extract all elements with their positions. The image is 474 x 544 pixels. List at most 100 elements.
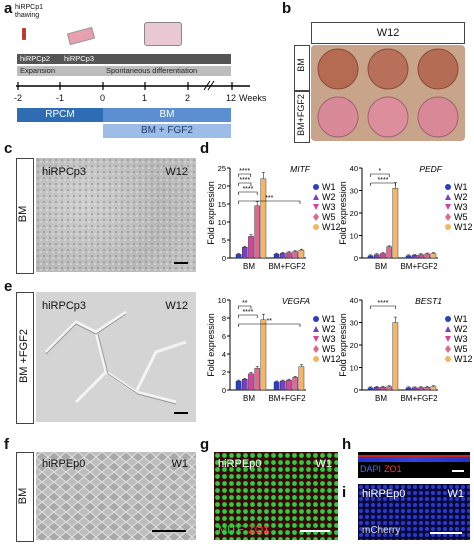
y-tick-label: 8 (222, 314, 226, 323)
flask-icon (66, 26, 96, 46)
bar-w3 (248, 236, 254, 259)
bar-w12 (298, 366, 305, 391)
legend-label: W1 (454, 182, 468, 192)
sig-label: *** (265, 195, 273, 202)
sig-bracket (370, 305, 396, 309)
y-tick-label: 0 (354, 254, 358, 263)
legend-marker (445, 356, 451, 362)
scalebar-f (152, 530, 186, 532)
time-i: W1 (447, 488, 465, 500)
legend-label: W3 (322, 202, 336, 212)
panel-d-label: d (200, 140, 210, 157)
sample-f: hiRPEp0 (42, 458, 86, 470)
legend-marker (445, 336, 451, 342)
legend-marker (313, 316, 319, 322)
scalebar-h (452, 470, 464, 472)
micrograph-g: hiRPEp0 W1 MITF ZO1 (214, 452, 338, 540)
gene-title: MITF (290, 164, 311, 174)
y-tick-label: 20 (218, 182, 226, 191)
bar-w3 (418, 387, 424, 391)
y-tick-label: 15 (218, 200, 226, 209)
micrograph-f: hiRPEp0 W1 (36, 452, 196, 540)
y-axis-label: Fold expression (338, 181, 348, 245)
legend-label: W12 (322, 354, 341, 364)
sig-bracket (238, 200, 301, 204)
time-e: W12 (165, 300, 188, 312)
bar-w1 (405, 387, 412, 391)
time-f: W1 (171, 458, 189, 470)
bar-w5 (254, 205, 260, 259)
chart-mitf: Fold expression 0 5 10 15 20 25 MITF BM BM+FGF2 **… (206, 150, 356, 280)
weeks-label: Weeks (239, 93, 267, 103)
stage-hirpcp3: hiRPCp3 (61, 54, 231, 64)
bar-w12 (392, 188, 399, 259)
row-label-bmfgf2: BM+FGF2 (296, 94, 306, 136)
y-tick-label: 30 (350, 187, 358, 196)
bar-w1 (235, 254, 242, 259)
panel-g-label: g (200, 436, 210, 453)
gene-title: PEDF (419, 164, 442, 174)
bar-w3 (380, 386, 386, 391)
legend-marker (313, 356, 319, 362)
legend-marker (313, 184, 319, 190)
bar-w12 (392, 322, 399, 391)
legend-label: W5 (454, 344, 468, 354)
legend-label: W5 (322, 344, 336, 354)
sig-bracket (370, 173, 390, 177)
sample-e: hiRPCp3 (42, 300, 87, 312)
panel-a-label: a (4, 0, 13, 17)
legend-marker (445, 213, 451, 221)
panel-b-label: b (282, 0, 292, 17)
sig-label: **** (242, 309, 253, 316)
bar-w12 (430, 386, 437, 391)
nuclei-stripe (358, 456, 470, 462)
panel-c-label: c (4, 140, 13, 157)
sig-bracket (370, 182, 396, 186)
bar-w3 (248, 373, 254, 391)
y-tick-label: 5 (222, 236, 226, 245)
scalebar-g (300, 530, 330, 532)
gene-title: BEST1 (415, 296, 442, 306)
sig-label: **** (378, 300, 389, 307)
legend-marker (445, 316, 451, 322)
side-box-f (16, 452, 34, 542)
chart-best1: Fold expression 0 10 20 30 40 BEST1 BM BM+FGF2 **… (338, 282, 474, 412)
legend-marker (313, 345, 319, 353)
bar-w3 (286, 252, 292, 259)
bar-w5 (386, 386, 392, 391)
sig-label: **** (239, 177, 250, 184)
y-tick-label: 20 (350, 341, 358, 350)
scalebar-i (430, 532, 462, 534)
legend-marker (313, 224, 319, 230)
y-tick-label: 20 (350, 209, 358, 218)
legend-label: W2 (454, 192, 468, 202)
sig-bracket (238, 191, 258, 195)
legend-label: W3 (454, 334, 468, 344)
category-label: BM (375, 394, 387, 403)
legend-marker (313, 213, 319, 221)
bar-w2 (242, 246, 248, 259)
bar-w5 (292, 377, 298, 391)
stain-zo1-h: ZO1 (384, 464, 402, 474)
legend-label: W3 (454, 202, 468, 212)
bar-w1 (235, 380, 242, 391)
bar-w5 (424, 253, 430, 259)
bar-w2 (242, 378, 248, 391)
timeline-axis (16, 80, 250, 91)
y-tick-label: 0 (222, 386, 226, 395)
legend-marker (445, 326, 451, 332)
y-tick-label: 40 (350, 296, 358, 305)
thawing-note: hiRPCp1 thawing (15, 4, 44, 19)
micrograph-i: hiRPEp0 W1 mCherry (358, 484, 470, 540)
bar-w3 (418, 254, 424, 259)
bar-w1 (273, 381, 280, 391)
legend-marker (313, 194, 319, 200)
bar-w2 (411, 255, 418, 259)
legend-label: W2 (454, 324, 468, 334)
sig-bracket (238, 314, 258, 318)
stage-hirpcp2: hiRPCp2 (17, 54, 61, 64)
side-label-e: BM +FGF2 (18, 328, 30, 384)
chart-pedf: Fold expression 0 10 20 30 40 PEDF BM BM+FGF2 * **… (338, 150, 474, 280)
y-tick-label: 10 (350, 232, 358, 241)
gene-title: VEGFA (282, 296, 311, 306)
